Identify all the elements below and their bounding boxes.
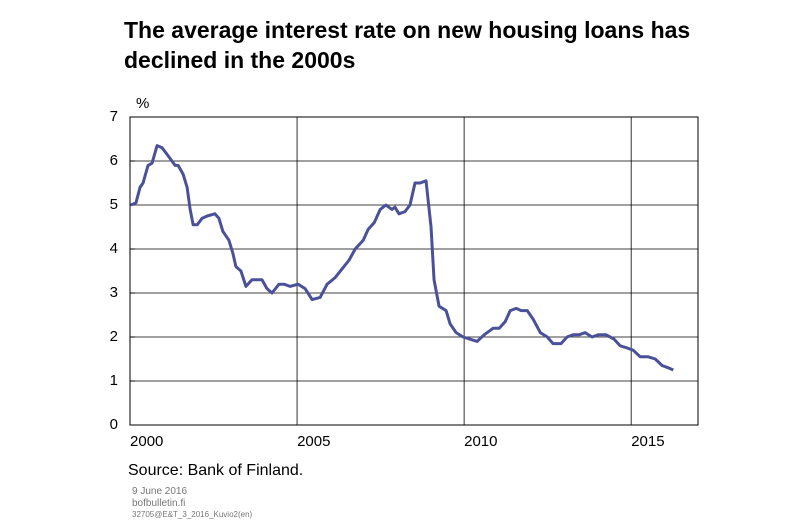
x-tick-label: 2015 — [631, 433, 664, 450]
y-tick-label: 7 — [110, 108, 118, 125]
y-tick-label: 5 — [110, 196, 118, 213]
y-tick-label: 0 — [110, 416, 118, 433]
footer-date: 9 June 2016 — [132, 486, 187, 497]
chart-title-line: declined in the 2000s — [124, 47, 355, 73]
x-tick-label: 2005 — [297, 433, 330, 450]
y-tick-label: 2 — [110, 328, 118, 345]
plot-frame — [129, 116, 699, 426]
y-axis-label: % — [136, 95, 149, 112]
y-tick-label: 1 — [110, 372, 118, 389]
x-tick-label: 2000 — [130, 433, 163, 450]
x-tick-label: 2010 — [464, 433, 497, 450]
y-tick-label: 6 — [110, 152, 118, 169]
footer-code: 32705@E&T_3_2016_Kuvio2(en) — [132, 510, 253, 519]
chart-title-line: The average interest rate on new housing… — [124, 17, 690, 43]
source: Source: Bank of Finland. — [128, 462, 303, 479]
y-tick-label: 4 — [110, 240, 118, 257]
y-tick-label: 3 — [110, 284, 118, 301]
line-series — [130, 144, 674, 372]
footer-site: bofbulletin.fi — [132, 498, 185, 509]
